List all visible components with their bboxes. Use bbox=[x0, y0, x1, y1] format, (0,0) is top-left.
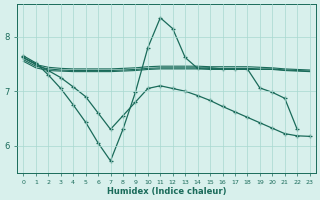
X-axis label: Humidex (Indice chaleur): Humidex (Indice chaleur) bbox=[107, 187, 226, 196]
